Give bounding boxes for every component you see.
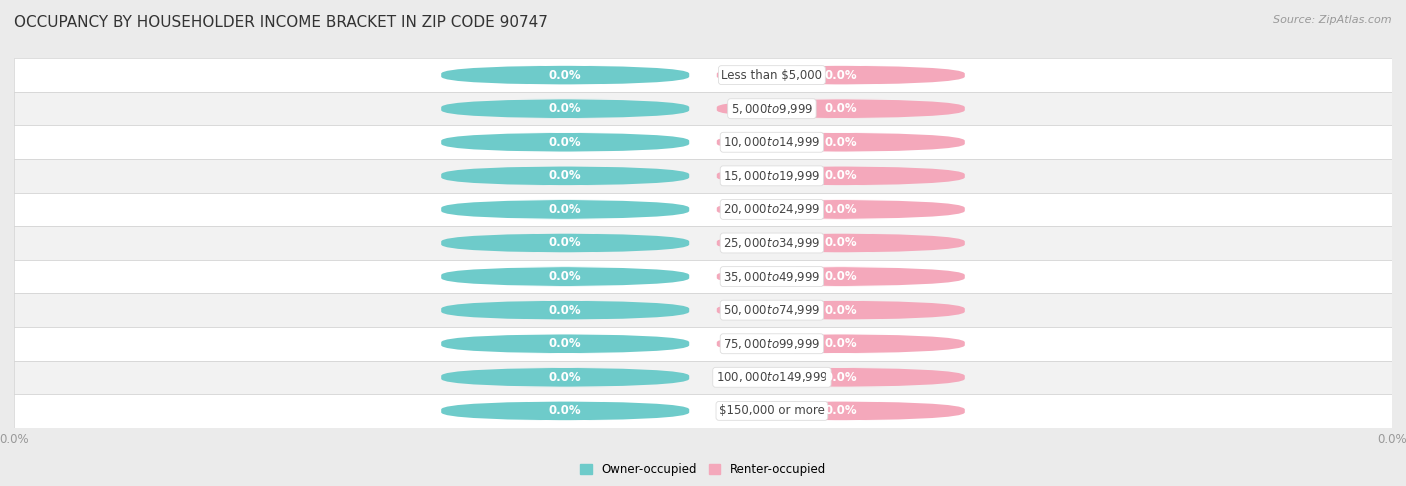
FancyBboxPatch shape bbox=[14, 394, 1392, 428]
FancyBboxPatch shape bbox=[717, 267, 965, 286]
FancyBboxPatch shape bbox=[717, 133, 965, 152]
FancyBboxPatch shape bbox=[14, 361, 1392, 394]
FancyBboxPatch shape bbox=[717, 66, 965, 85]
Text: 0.0%: 0.0% bbox=[824, 237, 858, 249]
Text: 0.0%: 0.0% bbox=[548, 404, 582, 417]
Text: $10,000 to $14,999: $10,000 to $14,999 bbox=[723, 135, 821, 149]
Text: 0.0%: 0.0% bbox=[548, 337, 582, 350]
Text: 0.0%: 0.0% bbox=[548, 203, 582, 216]
Text: 0.0%: 0.0% bbox=[824, 203, 858, 216]
Text: 0.0%: 0.0% bbox=[548, 102, 582, 115]
Text: $100,000 to $149,999: $100,000 to $149,999 bbox=[716, 370, 828, 384]
FancyBboxPatch shape bbox=[717, 233, 965, 253]
FancyBboxPatch shape bbox=[717, 401, 965, 420]
Text: 0.0%: 0.0% bbox=[548, 69, 582, 82]
FancyBboxPatch shape bbox=[717, 334, 965, 353]
FancyBboxPatch shape bbox=[14, 92, 1392, 125]
FancyBboxPatch shape bbox=[14, 327, 1392, 361]
FancyBboxPatch shape bbox=[441, 66, 689, 85]
FancyBboxPatch shape bbox=[14, 125, 1392, 159]
Text: $75,000 to $99,999: $75,000 to $99,999 bbox=[723, 337, 821, 351]
FancyBboxPatch shape bbox=[441, 133, 689, 152]
Text: 0.0%: 0.0% bbox=[824, 69, 858, 82]
Text: $50,000 to $74,999: $50,000 to $74,999 bbox=[723, 303, 821, 317]
Text: $5,000 to $9,999: $5,000 to $9,999 bbox=[731, 102, 813, 116]
Text: $35,000 to $49,999: $35,000 to $49,999 bbox=[723, 270, 821, 283]
FancyBboxPatch shape bbox=[717, 166, 965, 186]
FancyBboxPatch shape bbox=[717, 300, 965, 320]
Text: 0.0%: 0.0% bbox=[548, 304, 582, 317]
FancyBboxPatch shape bbox=[717, 367, 965, 387]
Text: 0.0%: 0.0% bbox=[548, 237, 582, 249]
FancyBboxPatch shape bbox=[441, 99, 689, 119]
Text: $15,000 to $19,999: $15,000 to $19,999 bbox=[723, 169, 821, 183]
FancyBboxPatch shape bbox=[441, 166, 689, 186]
Text: 0.0%: 0.0% bbox=[824, 102, 858, 115]
Text: 0.0%: 0.0% bbox=[824, 304, 858, 317]
FancyBboxPatch shape bbox=[441, 401, 689, 420]
Text: OCCUPANCY BY HOUSEHOLDER INCOME BRACKET IN ZIP CODE 90747: OCCUPANCY BY HOUSEHOLDER INCOME BRACKET … bbox=[14, 15, 548, 30]
FancyBboxPatch shape bbox=[441, 233, 689, 253]
Text: 0.0%: 0.0% bbox=[824, 404, 858, 417]
Text: $150,000 or more: $150,000 or more bbox=[718, 404, 825, 417]
FancyBboxPatch shape bbox=[14, 294, 1392, 327]
FancyBboxPatch shape bbox=[717, 200, 965, 219]
Text: 0.0%: 0.0% bbox=[548, 136, 582, 149]
FancyBboxPatch shape bbox=[441, 200, 689, 219]
Text: 0.0%: 0.0% bbox=[824, 371, 858, 384]
Text: 0.0%: 0.0% bbox=[824, 270, 858, 283]
FancyBboxPatch shape bbox=[14, 159, 1392, 192]
Text: 0.0%: 0.0% bbox=[824, 169, 858, 182]
FancyBboxPatch shape bbox=[441, 367, 689, 387]
Text: 0.0%: 0.0% bbox=[824, 337, 858, 350]
Text: 0.0%: 0.0% bbox=[548, 169, 582, 182]
FancyBboxPatch shape bbox=[14, 260, 1392, 294]
FancyBboxPatch shape bbox=[717, 99, 965, 119]
Text: $25,000 to $34,999: $25,000 to $34,999 bbox=[723, 236, 821, 250]
FancyBboxPatch shape bbox=[14, 226, 1392, 260]
Legend: Owner-occupied, Renter-occupied: Owner-occupied, Renter-occupied bbox=[575, 458, 831, 481]
FancyBboxPatch shape bbox=[14, 58, 1392, 92]
FancyBboxPatch shape bbox=[14, 192, 1392, 226]
Text: Less than $5,000: Less than $5,000 bbox=[721, 69, 823, 82]
Text: Source: ZipAtlas.com: Source: ZipAtlas.com bbox=[1274, 15, 1392, 25]
Text: 0.0%: 0.0% bbox=[548, 270, 582, 283]
FancyBboxPatch shape bbox=[441, 300, 689, 320]
Text: $20,000 to $24,999: $20,000 to $24,999 bbox=[723, 203, 821, 216]
FancyBboxPatch shape bbox=[441, 334, 689, 353]
FancyBboxPatch shape bbox=[441, 267, 689, 286]
Text: 0.0%: 0.0% bbox=[824, 136, 858, 149]
Text: 0.0%: 0.0% bbox=[548, 371, 582, 384]
